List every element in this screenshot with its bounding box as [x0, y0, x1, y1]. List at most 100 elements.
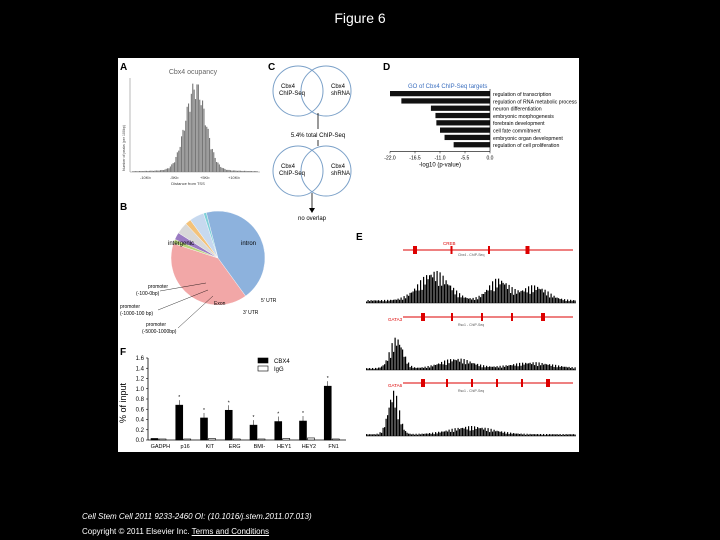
gene-exon [471, 379, 473, 387]
coverage-bar [486, 289, 488, 303]
coverage-bar [427, 279, 429, 303]
coverage-bar [399, 344, 401, 370]
coverage-bar [442, 431, 444, 436]
coverage-bar [562, 300, 564, 303]
coverage-bar [450, 285, 452, 303]
gene-exon [521, 379, 523, 387]
coverage-bar [537, 434, 539, 436]
chip-ytick-label: 1.4 [136, 366, 145, 372]
legend-label: CBX4 [274, 359, 290, 365]
coverage-bar [541, 288, 543, 303]
go-tick-label: -16.5 [409, 155, 421, 161]
coverage-bar [412, 367, 414, 370]
coverage-bar [544, 289, 546, 303]
coverage-bar [426, 433, 428, 436]
pie-label-promoter-1: promoter [148, 284, 168, 290]
coverage-bar [418, 367, 420, 370]
coverage-bar [378, 367, 380, 370]
figure-title: Figure 6 [334, 10, 386, 26]
coverage-bar [558, 298, 560, 303]
significance-star: * [253, 415, 255, 421]
coverage-bar [375, 300, 377, 303]
coverage-bar [414, 367, 416, 370]
coverage-bar [376, 368, 378, 370]
coverage-bar [492, 431, 494, 436]
coverage-bar [535, 290, 537, 303]
chip-category-label: HEY1 [277, 444, 291, 450]
coverage-bar [529, 293, 531, 303]
histogram-bar [223, 168, 225, 172]
coverage-bar [507, 288, 509, 303]
coverage-bar [516, 293, 518, 303]
histogram-bar [157, 170, 159, 172]
coverage-bar [514, 365, 516, 370]
histogram-bar [143, 171, 145, 172]
coverage-bar [375, 434, 377, 436]
coverage-bar [544, 363, 546, 370]
chip-ytick-label: 1.2 [136, 377, 145, 383]
histogram-bar [255, 171, 257, 172]
coverage-bar [439, 432, 441, 436]
coverage-bar [387, 415, 389, 436]
coverage-bar [373, 300, 375, 303]
coverage-bar [543, 364, 545, 370]
pie-leader-2 [157, 289, 209, 311]
histogram-bar [178, 150, 180, 172]
coverage-bar [519, 362, 521, 370]
coverage-bar [513, 433, 515, 436]
coverage-bar [526, 292, 528, 303]
coverage-bar [421, 367, 423, 370]
coverage-bar [433, 271, 435, 303]
coverage-bar [468, 363, 470, 370]
coverage-bar [369, 301, 371, 303]
coverage-bar [562, 366, 564, 370]
coverage-bar [432, 277, 434, 303]
chip-bar [299, 420, 307, 441]
coverage-bar [462, 295, 464, 303]
chip-bar [183, 438, 192, 441]
coverage-bar [426, 367, 428, 370]
pie-label-promoter-3: promoter [146, 322, 166, 328]
coverage-bar [546, 295, 548, 303]
coverage-bar [522, 290, 524, 303]
coverage-bar [400, 424, 402, 436]
coverage-bar [391, 402, 393, 436]
coverage-bar [543, 292, 545, 303]
coverage-bar [553, 366, 555, 370]
coverage-bar [444, 431, 446, 436]
gene-exon [525, 246, 530, 254]
chip-bar [158, 438, 167, 441]
go-bar [390, 91, 490, 97]
pie-label-promoter-1-range: (-100-0bp) [136, 291, 160, 297]
histogram-bar [147, 171, 149, 172]
venn-label-chip-sub-2: ChIP-Seq [279, 171, 305, 177]
coverage-bar [393, 351, 395, 370]
panel-f-letter: F [120, 347, 126, 358]
coverage-bar [546, 364, 548, 370]
histogram-bar [137, 171, 139, 172]
coverage-bar [516, 363, 518, 370]
histogram-bar [155, 170, 157, 172]
coverage-bar [379, 367, 381, 370]
histogram-bar [146, 170, 148, 172]
coverage-bar [472, 363, 474, 370]
histogram-bar [136, 171, 138, 172]
coverage-bar [396, 299, 398, 303]
coverage-bar [444, 284, 446, 303]
terms-link[interactable]: Terms and Conditions [191, 527, 270, 536]
gene-exon [446, 379, 448, 387]
pie-label-intergenic: intergenic [168, 241, 194, 247]
coverage-bar [427, 433, 429, 436]
coverage-bar [559, 366, 561, 370]
coverage-bar [372, 434, 374, 436]
coverage-bar [403, 429, 405, 436]
coverage-bar [447, 359, 449, 370]
pie-label-promoter-2: promoter [120, 304, 140, 310]
figure-image: A Cbx4 ocupancy Number of peaks (per 100… [118, 58, 579, 452]
histogram-bar [158, 170, 160, 172]
coverage-bar [540, 434, 542, 436]
coverage-bar [547, 364, 549, 370]
coverage-bar [391, 343, 393, 370]
coverage-bar [411, 292, 413, 303]
coverage-bar [441, 285, 443, 303]
